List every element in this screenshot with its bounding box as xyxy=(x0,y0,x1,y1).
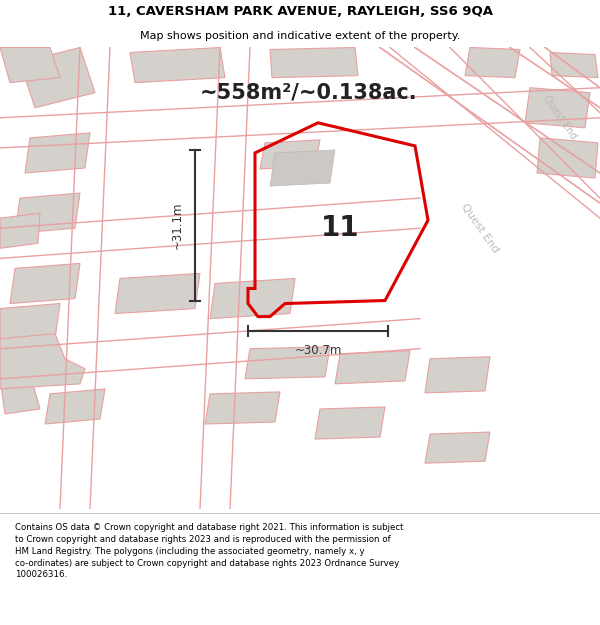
Text: Quest End: Quest End xyxy=(541,94,578,141)
Polygon shape xyxy=(20,48,95,108)
Polygon shape xyxy=(25,133,90,173)
Polygon shape xyxy=(270,48,358,78)
Text: 11: 11 xyxy=(321,214,359,243)
Polygon shape xyxy=(0,48,60,82)
Text: Quest End: Quest End xyxy=(460,202,500,255)
Polygon shape xyxy=(270,150,335,186)
Polygon shape xyxy=(115,273,200,314)
Polygon shape xyxy=(260,140,320,169)
Polygon shape xyxy=(10,263,80,304)
Polygon shape xyxy=(335,351,410,384)
Text: 11, CAVERSHAM PARK AVENUE, RAYLEIGH, SS6 9QA: 11, CAVERSHAM PARK AVENUE, RAYLEIGH, SS6… xyxy=(107,6,493,18)
Text: Map shows position and indicative extent of the property.: Map shows position and indicative extent… xyxy=(140,31,460,41)
Polygon shape xyxy=(15,193,80,233)
Polygon shape xyxy=(550,52,598,78)
Polygon shape xyxy=(315,407,385,439)
Polygon shape xyxy=(525,88,590,128)
Polygon shape xyxy=(465,48,520,78)
Polygon shape xyxy=(425,432,490,463)
Polygon shape xyxy=(0,334,85,389)
Polygon shape xyxy=(425,357,490,393)
Text: Contains OS data © Crown copyright and database right 2021. This information is : Contains OS data © Crown copyright and d… xyxy=(15,523,404,579)
Polygon shape xyxy=(0,304,60,344)
Text: ~30.7m: ~30.7m xyxy=(295,344,341,357)
Polygon shape xyxy=(0,213,40,248)
Text: ~558m²/~0.138ac.: ~558m²/~0.138ac. xyxy=(200,82,418,102)
Text: ~31.1m: ~31.1m xyxy=(170,201,184,249)
Polygon shape xyxy=(537,138,598,178)
Polygon shape xyxy=(210,278,295,319)
Polygon shape xyxy=(245,347,330,379)
Polygon shape xyxy=(130,48,225,82)
Polygon shape xyxy=(205,392,280,424)
Polygon shape xyxy=(45,389,105,424)
Polygon shape xyxy=(0,374,40,414)
